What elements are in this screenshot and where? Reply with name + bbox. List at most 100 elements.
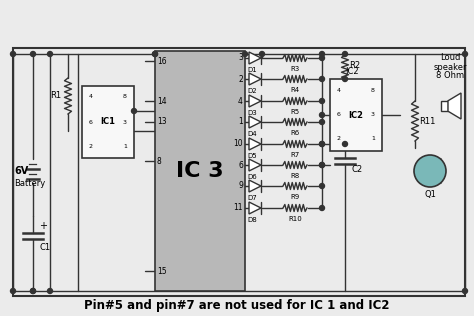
Circle shape — [243, 52, 247, 57]
Circle shape — [47, 289, 53, 294]
Circle shape — [319, 162, 325, 167]
Circle shape — [343, 52, 347, 57]
Polygon shape — [249, 180, 261, 192]
Text: 8: 8 — [157, 156, 162, 166]
Circle shape — [343, 76, 347, 82]
Text: D6: D6 — [247, 174, 257, 180]
Circle shape — [30, 289, 36, 294]
Text: R8: R8 — [291, 173, 300, 179]
Text: D5: D5 — [247, 153, 257, 159]
Text: 8 Ohm: 8 Ohm — [436, 71, 464, 81]
Text: Q1: Q1 — [424, 190, 436, 198]
Text: 11: 11 — [234, 204, 243, 212]
Circle shape — [319, 184, 325, 189]
Bar — [13, 48, 465, 296]
Circle shape — [319, 56, 325, 60]
Text: D3: D3 — [247, 110, 257, 116]
Circle shape — [319, 142, 325, 147]
Text: 3: 3 — [123, 119, 127, 125]
Text: 9: 9 — [238, 181, 243, 191]
Bar — [82, 86, 134, 158]
Text: 3: 3 — [371, 112, 375, 118]
Polygon shape — [448, 93, 461, 119]
Circle shape — [10, 289, 16, 294]
Polygon shape — [249, 95, 261, 107]
Text: C2: C2 — [351, 165, 363, 173]
Text: 1: 1 — [371, 137, 375, 142]
Text: D8: D8 — [247, 217, 257, 223]
Text: 4: 4 — [238, 96, 243, 106]
Circle shape — [319, 205, 325, 210]
Text: C1: C1 — [39, 244, 51, 252]
Circle shape — [10, 52, 16, 57]
Text: Pin#5 and pin#7 are not used for IC 1 and IC2: Pin#5 and pin#7 are not used for IC 1 an… — [84, 300, 390, 313]
Text: 6V: 6V — [14, 166, 28, 176]
Text: 1: 1 — [123, 143, 127, 149]
Circle shape — [463, 52, 467, 57]
Polygon shape — [249, 138, 261, 150]
Text: R9: R9 — [291, 194, 300, 200]
Text: 8: 8 — [123, 94, 127, 100]
Text: 8: 8 — [371, 88, 375, 93]
Circle shape — [319, 112, 325, 118]
Circle shape — [319, 142, 325, 147]
Text: Battery: Battery — [14, 179, 45, 189]
Text: 3: 3 — [238, 53, 243, 63]
Text: 2: 2 — [89, 143, 93, 149]
Text: speaker: speaker — [433, 63, 467, 71]
Circle shape — [153, 52, 157, 57]
Circle shape — [319, 119, 325, 125]
Text: R6: R6 — [291, 130, 300, 136]
Text: 2: 2 — [238, 75, 243, 83]
Text: 15: 15 — [157, 266, 167, 276]
Text: 2: 2 — [337, 137, 341, 142]
Text: R10: R10 — [288, 216, 302, 222]
Circle shape — [30, 52, 36, 57]
Text: R1: R1 — [50, 92, 62, 100]
Text: R5: R5 — [291, 109, 300, 115]
Bar — [330, 79, 382, 151]
Text: D4: D4 — [247, 131, 257, 137]
Bar — [441, 101, 448, 111]
Text: IC2: IC2 — [348, 111, 364, 119]
Text: 16: 16 — [157, 57, 167, 65]
Circle shape — [463, 289, 467, 294]
Polygon shape — [249, 52, 261, 64]
Circle shape — [153, 52, 157, 57]
Circle shape — [131, 108, 137, 113]
Text: IC2: IC2 — [345, 66, 359, 76]
Circle shape — [319, 76, 325, 82]
Bar — [155, 51, 245, 291]
Text: D2: D2 — [247, 88, 257, 94]
Text: R11: R11 — [419, 117, 435, 125]
Text: +: + — [39, 221, 47, 231]
Circle shape — [47, 52, 53, 57]
Polygon shape — [249, 73, 261, 85]
Polygon shape — [249, 202, 261, 214]
Text: 13: 13 — [157, 118, 167, 126]
Text: Loud: Loud — [440, 53, 460, 63]
Text: IC 3: IC 3 — [176, 161, 224, 181]
Text: R7: R7 — [291, 152, 300, 158]
Text: 6: 6 — [89, 119, 93, 125]
Text: 10: 10 — [233, 139, 243, 149]
Circle shape — [319, 162, 325, 167]
Circle shape — [319, 99, 325, 104]
Circle shape — [343, 142, 347, 147]
Text: 4: 4 — [89, 94, 93, 100]
Circle shape — [414, 155, 446, 187]
Text: 6: 6 — [337, 112, 341, 118]
Circle shape — [319, 52, 325, 57]
Text: R2: R2 — [349, 62, 361, 70]
Text: D7: D7 — [247, 195, 257, 201]
Polygon shape — [249, 116, 261, 128]
Text: 4: 4 — [337, 88, 341, 93]
Text: D1: D1 — [247, 67, 257, 73]
Text: R4: R4 — [291, 87, 300, 93]
Circle shape — [259, 52, 264, 57]
Circle shape — [30, 289, 36, 294]
Text: 14: 14 — [157, 96, 167, 106]
Polygon shape — [249, 159, 261, 171]
Text: R3: R3 — [291, 66, 300, 72]
Text: 6: 6 — [238, 161, 243, 169]
